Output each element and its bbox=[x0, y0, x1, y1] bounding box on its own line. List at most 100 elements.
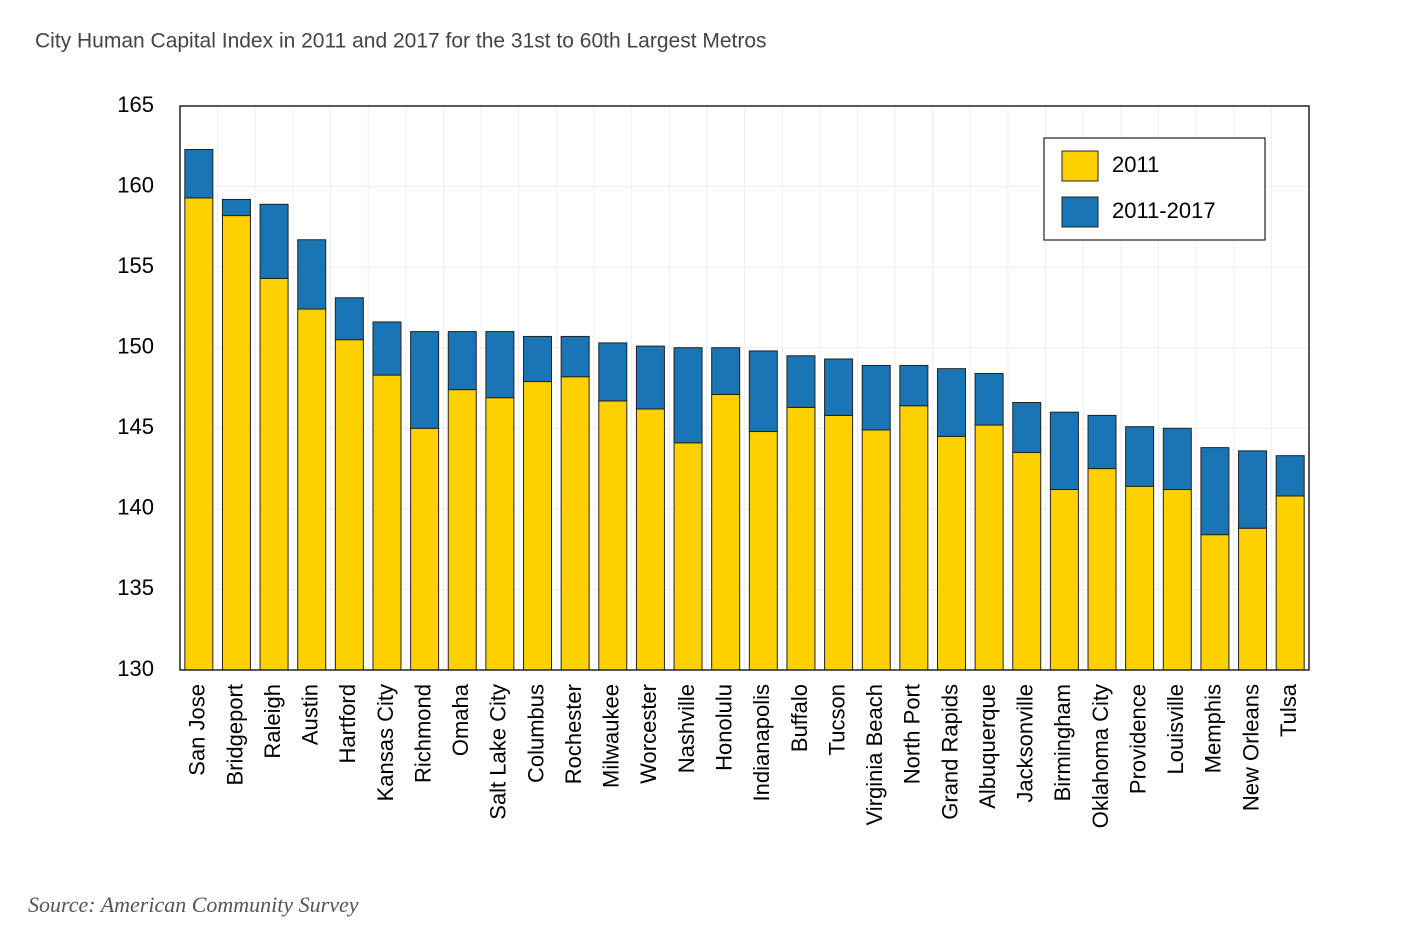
bar-segment bbox=[334, 339, 364, 671]
bar-segment bbox=[1125, 426, 1155, 487]
bar-segment bbox=[1049, 411, 1079, 491]
x-tick-label: Nashville bbox=[674, 684, 699, 773]
bar-segment bbox=[410, 331, 440, 429]
bar-segment bbox=[410, 427, 440, 671]
x-tick-label: Virginia Beach bbox=[862, 684, 887, 825]
bar-segment bbox=[1238, 450, 1268, 529]
bar-segment bbox=[221, 198, 251, 217]
x-tick-label: Salt Lake City bbox=[486, 684, 511, 820]
y-tick-label: 165 bbox=[117, 92, 154, 117]
y-tick-label: 155 bbox=[117, 253, 154, 278]
x-tick-label: Buffalo bbox=[787, 684, 812, 752]
plot-frame bbox=[179, 105, 1310, 671]
bar-segment bbox=[184, 149, 214, 199]
x-tick-label: Raleigh bbox=[260, 684, 285, 759]
x-tick-label: Jacksonville bbox=[1013, 684, 1038, 803]
bar-segment bbox=[1200, 534, 1230, 671]
bar-segment bbox=[899, 364, 929, 407]
bar-segment bbox=[447, 389, 477, 671]
bar-segment bbox=[936, 435, 966, 671]
bar-segment bbox=[748, 431, 778, 671]
x-tick-label: San Jose bbox=[185, 684, 210, 776]
legend-label: 2011 bbox=[1112, 152, 1159, 177]
x-tick-label: Grand Rapids bbox=[937, 684, 962, 820]
x-tick-label: Indianapolis bbox=[749, 684, 774, 801]
bar-segment bbox=[936, 368, 966, 437]
bar-segment bbox=[560, 335, 590, 378]
bar-segment bbox=[1087, 468, 1117, 671]
y-tick-label: 160 bbox=[117, 172, 154, 197]
bar-segment bbox=[635, 408, 665, 671]
bar-segment bbox=[1162, 489, 1192, 671]
bar-segment bbox=[1238, 527, 1268, 671]
bar-segment bbox=[598, 400, 628, 671]
bar-segment bbox=[372, 321, 402, 376]
bar-segment bbox=[184, 197, 214, 671]
legend-label: 2011-2017 bbox=[1112, 198, 1216, 223]
x-tick-label: Bridgeport bbox=[222, 684, 247, 786]
x-tick-label: Tulsa bbox=[1276, 683, 1301, 737]
bar-segment bbox=[1012, 451, 1042, 671]
y-tick-label: 145 bbox=[117, 414, 154, 439]
y-tick-label: 150 bbox=[117, 334, 154, 359]
bar-segment bbox=[899, 405, 929, 671]
x-tick-label: Oklahoma City bbox=[1088, 684, 1113, 828]
bar-segment bbox=[748, 350, 778, 433]
bar-segment bbox=[786, 406, 816, 671]
bar-segment bbox=[485, 397, 515, 671]
x-tick-label: New Orleans bbox=[1238, 684, 1263, 811]
bar-segment bbox=[447, 331, 477, 391]
bar-segment bbox=[259, 203, 289, 279]
x-tick-label: Worcester bbox=[636, 684, 661, 784]
bar-segment bbox=[523, 381, 553, 671]
x-tick-label: Tucson bbox=[824, 684, 849, 755]
legend-swatch bbox=[1061, 150, 1099, 182]
bar-segment bbox=[824, 358, 854, 416]
bar-segment bbox=[974, 424, 1004, 671]
bar-segment bbox=[974, 372, 1004, 426]
x-tick-label: Rochester bbox=[561, 684, 586, 784]
bar-segment bbox=[1162, 427, 1192, 491]
y-tick-label: 135 bbox=[117, 575, 154, 600]
x-tick-label: Birmingham bbox=[1050, 684, 1075, 801]
x-tick-label: Columbus bbox=[523, 684, 548, 783]
x-tick-label: Hartford bbox=[335, 684, 360, 763]
legend-swatch bbox=[1061, 196, 1099, 228]
bar-segment bbox=[1049, 489, 1079, 671]
bar-segment bbox=[824, 414, 854, 671]
x-tick-label: Louisville bbox=[1163, 684, 1188, 775]
bar-segment bbox=[221, 215, 251, 671]
bar-segment bbox=[786, 355, 816, 408]
bar-segment bbox=[598, 342, 628, 402]
bar-segment bbox=[1275, 455, 1305, 497]
bar-segment bbox=[1125, 485, 1155, 671]
x-tick-label: Providence bbox=[1125, 684, 1150, 794]
x-tick-label: Albuquerque bbox=[975, 684, 1000, 809]
y-tick-label: 140 bbox=[117, 495, 154, 520]
bar-segment bbox=[1087, 414, 1117, 470]
bar-segment bbox=[861, 364, 891, 431]
bar-segment bbox=[259, 277, 289, 671]
bar-segment bbox=[297, 239, 327, 310]
bar-segment bbox=[334, 297, 364, 341]
bar-segment bbox=[560, 376, 590, 671]
bar-segment bbox=[635, 345, 665, 410]
bar-segment bbox=[297, 308, 327, 671]
bar-segment bbox=[711, 347, 741, 395]
bar-segment bbox=[523, 335, 553, 383]
source-note: Source: American Community Survey bbox=[28, 892, 359, 917]
bar-segment bbox=[861, 429, 891, 671]
x-tick-label: Omaha bbox=[448, 683, 473, 756]
x-tick-label: Austin bbox=[298, 684, 323, 745]
bar-segment bbox=[673, 442, 703, 671]
bar-segment bbox=[711, 393, 741, 671]
x-tick-label: Kansas City bbox=[373, 684, 398, 801]
chart-title: City Human Capital Index in 2011 and 201… bbox=[35, 30, 767, 53]
x-tick-label: Memphis bbox=[1201, 684, 1226, 773]
x-tick-label: Honolulu bbox=[711, 684, 736, 771]
bar-segment bbox=[1012, 402, 1042, 453]
x-tick-label: Milwaukee bbox=[599, 684, 624, 788]
bar-segment bbox=[1200, 447, 1230, 536]
bar-segment bbox=[372, 374, 402, 671]
